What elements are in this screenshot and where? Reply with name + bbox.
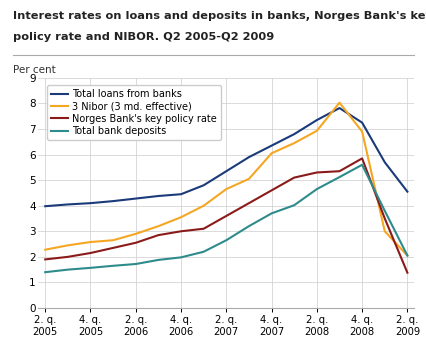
Norges Bank's key policy rate <box>246 201 251 205</box>
Total bank deposits <box>110 264 115 268</box>
3 Nibor (3 md. effective) <box>133 232 138 236</box>
Norges Bank's key policy rate <box>336 169 341 173</box>
Total bank deposits <box>381 209 386 213</box>
Total bank deposits <box>291 203 296 207</box>
Total loans from banks <box>359 120 364 125</box>
Line: Total bank deposits: Total bank deposits <box>45 165 406 272</box>
Total loans from banks <box>381 160 386 164</box>
Total loans from banks <box>43 204 48 209</box>
Total bank deposits <box>88 266 93 270</box>
3 Nibor (3 md. effective) <box>381 229 386 233</box>
Total bank deposits <box>336 175 341 179</box>
Total bank deposits <box>359 163 364 167</box>
3 Nibor (3 md. effective) <box>336 101 341 105</box>
Norges Bank's key policy rate <box>43 257 48 262</box>
Total loans from banks <box>155 194 161 198</box>
Norges Bank's key policy rate <box>110 246 115 250</box>
Total bank deposits <box>268 211 273 216</box>
Total loans from banks <box>65 202 70 207</box>
Total loans from banks <box>314 118 319 122</box>
Total loans from banks <box>110 199 115 203</box>
Text: Interest rates on loans and deposits in banks, Norges Bank's key: Interest rates on loans and deposits in … <box>13 11 426 21</box>
Norges Bank's key policy rate <box>404 270 409 275</box>
Total bank deposits <box>43 270 48 274</box>
Text: policy rate and NIBOR. Q2 2005-Q2 2009: policy rate and NIBOR. Q2 2005-Q2 2009 <box>13 32 273 42</box>
Norges Bank's key policy rate <box>155 233 161 237</box>
3 Nibor (3 md. effective) <box>268 151 273 155</box>
3 Nibor (3 md. effective) <box>43 247 48 252</box>
Total loans from banks <box>246 155 251 159</box>
Text: Per cent: Per cent <box>13 65 55 75</box>
Norges Bank's key policy rate <box>268 188 273 193</box>
3 Nibor (3 md. effective) <box>110 238 115 242</box>
3 Nibor (3 md. effective) <box>178 215 183 219</box>
Total loans from banks <box>133 196 138 201</box>
Total loans from banks <box>268 143 273 148</box>
Line: 3 Nibor (3 md. effective): 3 Nibor (3 md. effective) <box>45 103 406 256</box>
3 Nibor (3 md. effective) <box>65 243 70 247</box>
3 Nibor (3 md. effective) <box>88 240 93 244</box>
3 Nibor (3 md. effective) <box>155 224 161 228</box>
Norges Bank's key policy rate <box>381 216 386 221</box>
3 Nibor (3 md. effective) <box>359 130 364 134</box>
Total bank deposits <box>246 224 251 228</box>
Total loans from banks <box>404 189 409 194</box>
Legend: Total loans from banks, 3 Nibor (3 md. effective), Norges Bank's key policy rate: Total loans from banks, 3 Nibor (3 md. e… <box>47 85 220 140</box>
Norges Bank's key policy rate <box>359 156 364 161</box>
Total bank deposits <box>223 238 228 242</box>
Total loans from banks <box>336 106 341 110</box>
Norges Bank's key policy rate <box>65 255 70 259</box>
3 Nibor (3 md. effective) <box>246 177 251 181</box>
Total loans from banks <box>223 169 228 173</box>
Total loans from banks <box>201 183 206 187</box>
Total loans from banks <box>291 132 296 136</box>
3 Nibor (3 md. effective) <box>291 141 296 145</box>
Total bank deposits <box>133 262 138 266</box>
Total bank deposits <box>65 268 70 272</box>
Total loans from banks <box>88 201 93 205</box>
Line: Total loans from banks: Total loans from banks <box>45 108 406 206</box>
Total bank deposits <box>178 255 183 259</box>
3 Nibor (3 md. effective) <box>404 253 409 258</box>
Norges Bank's key policy rate <box>291 176 296 180</box>
Total loans from banks <box>178 192 183 196</box>
Norges Bank's key policy rate <box>178 229 183 233</box>
Norges Bank's key policy rate <box>133 241 138 245</box>
3 Nibor (3 md. effective) <box>223 187 228 191</box>
Line: Norges Bank's key policy rate: Norges Bank's key policy rate <box>45 159 406 273</box>
3 Nibor (3 md. effective) <box>201 204 206 208</box>
Norges Bank's key policy rate <box>88 251 93 255</box>
3 Nibor (3 md. effective) <box>314 129 319 133</box>
Total bank deposits <box>404 253 409 258</box>
Norges Bank's key policy rate <box>223 214 228 218</box>
Total bank deposits <box>155 258 161 262</box>
Norges Bank's key policy rate <box>201 227 206 231</box>
Norges Bank's key policy rate <box>314 170 319 175</box>
Total bank deposits <box>314 187 319 191</box>
Total bank deposits <box>201 250 206 254</box>
